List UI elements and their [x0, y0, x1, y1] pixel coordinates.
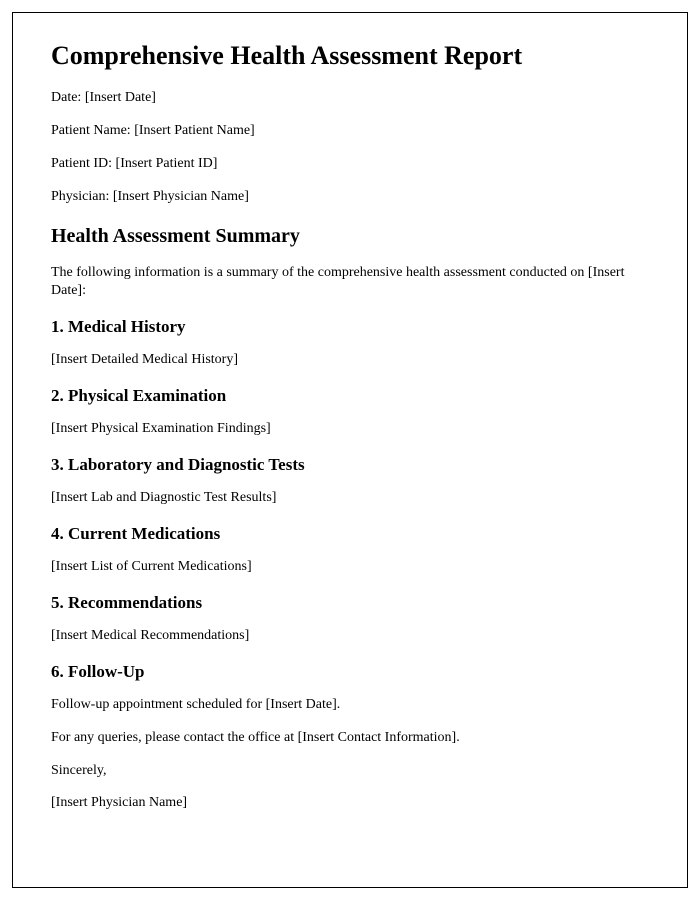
section-heading-physical-exam: 2. Physical Examination [51, 386, 649, 406]
section-heading-medical-history: 1. Medical History [51, 317, 649, 337]
section-heading-lab-tests: 3. Laboratory and Diagnostic Tests [51, 455, 649, 475]
section-heading-recommendations: 5. Recommendations [51, 593, 649, 613]
section-body-physical-exam: [Insert Physical Examination Findings] [51, 420, 649, 439]
section-body-lab-tests: [Insert Lab and Diagnostic Test Results] [51, 489, 649, 508]
closing: Sincerely, [51, 762, 649, 781]
section-heading-medications: 4. Current Medications [51, 524, 649, 544]
followup-contact: For any queries, please contact the offi… [51, 729, 649, 748]
followup-appointment: Follow-up appointment scheduled for [Ins… [51, 696, 649, 715]
section-heading-followup: 6. Follow-Up [51, 662, 649, 682]
page-title: Comprehensive Health Assessment Report [51, 41, 649, 71]
summary-heading: Health Assessment Summary [51, 225, 649, 248]
section-body-medical-history: [Insert Detailed Medical History] [51, 351, 649, 370]
document-page: Comprehensive Health Assessment Report D… [12, 12, 688, 888]
meta-patient-name: Patient Name: [Insert Patient Name] [51, 122, 649, 141]
section-body-medications: [Insert List of Current Medications] [51, 558, 649, 577]
meta-block: Date: [Insert Date] Patient Name: [Inser… [51, 89, 649, 207]
meta-physician: Physician: [Insert Physician Name] [51, 188, 649, 207]
meta-date: Date: [Insert Date] [51, 89, 649, 108]
meta-patient-id: Patient ID: [Insert Patient ID] [51, 155, 649, 174]
section-body-recommendations: [Insert Medical Recommendations] [51, 627, 649, 646]
summary-intro: The following information is a summary o… [51, 264, 649, 302]
signature: [Insert Physician Name] [51, 794, 649, 813]
